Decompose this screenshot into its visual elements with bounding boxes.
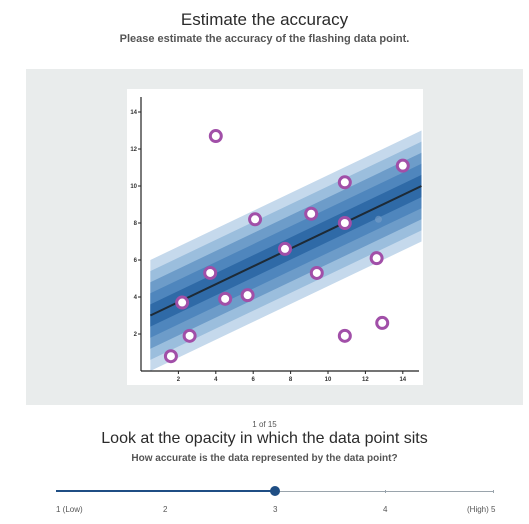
data-point — [182, 328, 197, 343]
data-point — [208, 129, 223, 144]
slider-tick-5 — [493, 490, 494, 493]
y-tick-label: 2 — [134, 332, 138, 338]
x-tick-label: 2 — [177, 377, 181, 383]
slider-tick-4 — [384, 490, 386, 493]
y-tick-label: 4 — [134, 295, 138, 301]
question-prompt: Look at the opacity in which the data po… — [101, 430, 428, 447]
data-point — [309, 265, 324, 280]
slider-label-5: (High) 5 — [467, 505, 496, 514]
data-point — [304, 206, 319, 221]
slider-label-1: 1 (Low) — [56, 505, 83, 514]
data-point — [218, 291, 233, 306]
scatter-chart-svg: 2 4 6 8 10 12 14 2 4 6 8 10 12 14 — [130, 97, 422, 383]
data-point — [337, 328, 352, 343]
data-point — [375, 315, 390, 330]
data-point — [175, 295, 190, 310]
y-tick-label: 12 — [130, 147, 137, 153]
slider-label-3: 3 — [273, 505, 278, 514]
slider-thumb[interactable] — [270, 486, 280, 496]
slider-label-2: 2 — [163, 505, 168, 514]
data-point — [203, 265, 218, 280]
x-tick-label: 8 — [289, 377, 293, 383]
y-tick-label: 10 — [130, 184, 137, 190]
data-point — [240, 288, 255, 303]
page-subtitle: Please estimate the accuracy of the flas… — [119, 33, 410, 45]
x-tick-label: 6 — [252, 377, 256, 383]
x-tick-label: 4 — [214, 377, 218, 383]
data-point — [369, 251, 384, 266]
data-point — [277, 241, 292, 256]
y-tick-label: 8 — [134, 221, 138, 227]
slider-fill — [56, 490, 275, 492]
y-tick-label: 6 — [134, 258, 138, 264]
question-sub: How accurate is the data represented by … — [131, 453, 398, 464]
faint-data-point — [374, 215, 382, 223]
slider-label-4: 4 — [383, 505, 388, 514]
data-point — [248, 212, 263, 227]
data-point — [163, 349, 178, 364]
data-point — [337, 216, 352, 230]
question-counter: 1 of 15 — [252, 420, 277, 429]
data-point — [337, 175, 352, 190]
x-tick-label: 10 — [325, 377, 332, 383]
accuracy-slider[interactable] — [56, 484, 494, 498]
scatter-plot: 2 4 6 8 10 12 14 2 4 6 8 10 12 14 — [127, 89, 423, 385]
page-title: Estimate the accuracy — [180, 10, 349, 29]
x-tick-label: 12 — [362, 377, 369, 383]
x-tick-label: 14 — [399, 377, 406, 383]
data-point — [395, 158, 410, 173]
y-tick-label: 14 — [130, 110, 137, 116]
